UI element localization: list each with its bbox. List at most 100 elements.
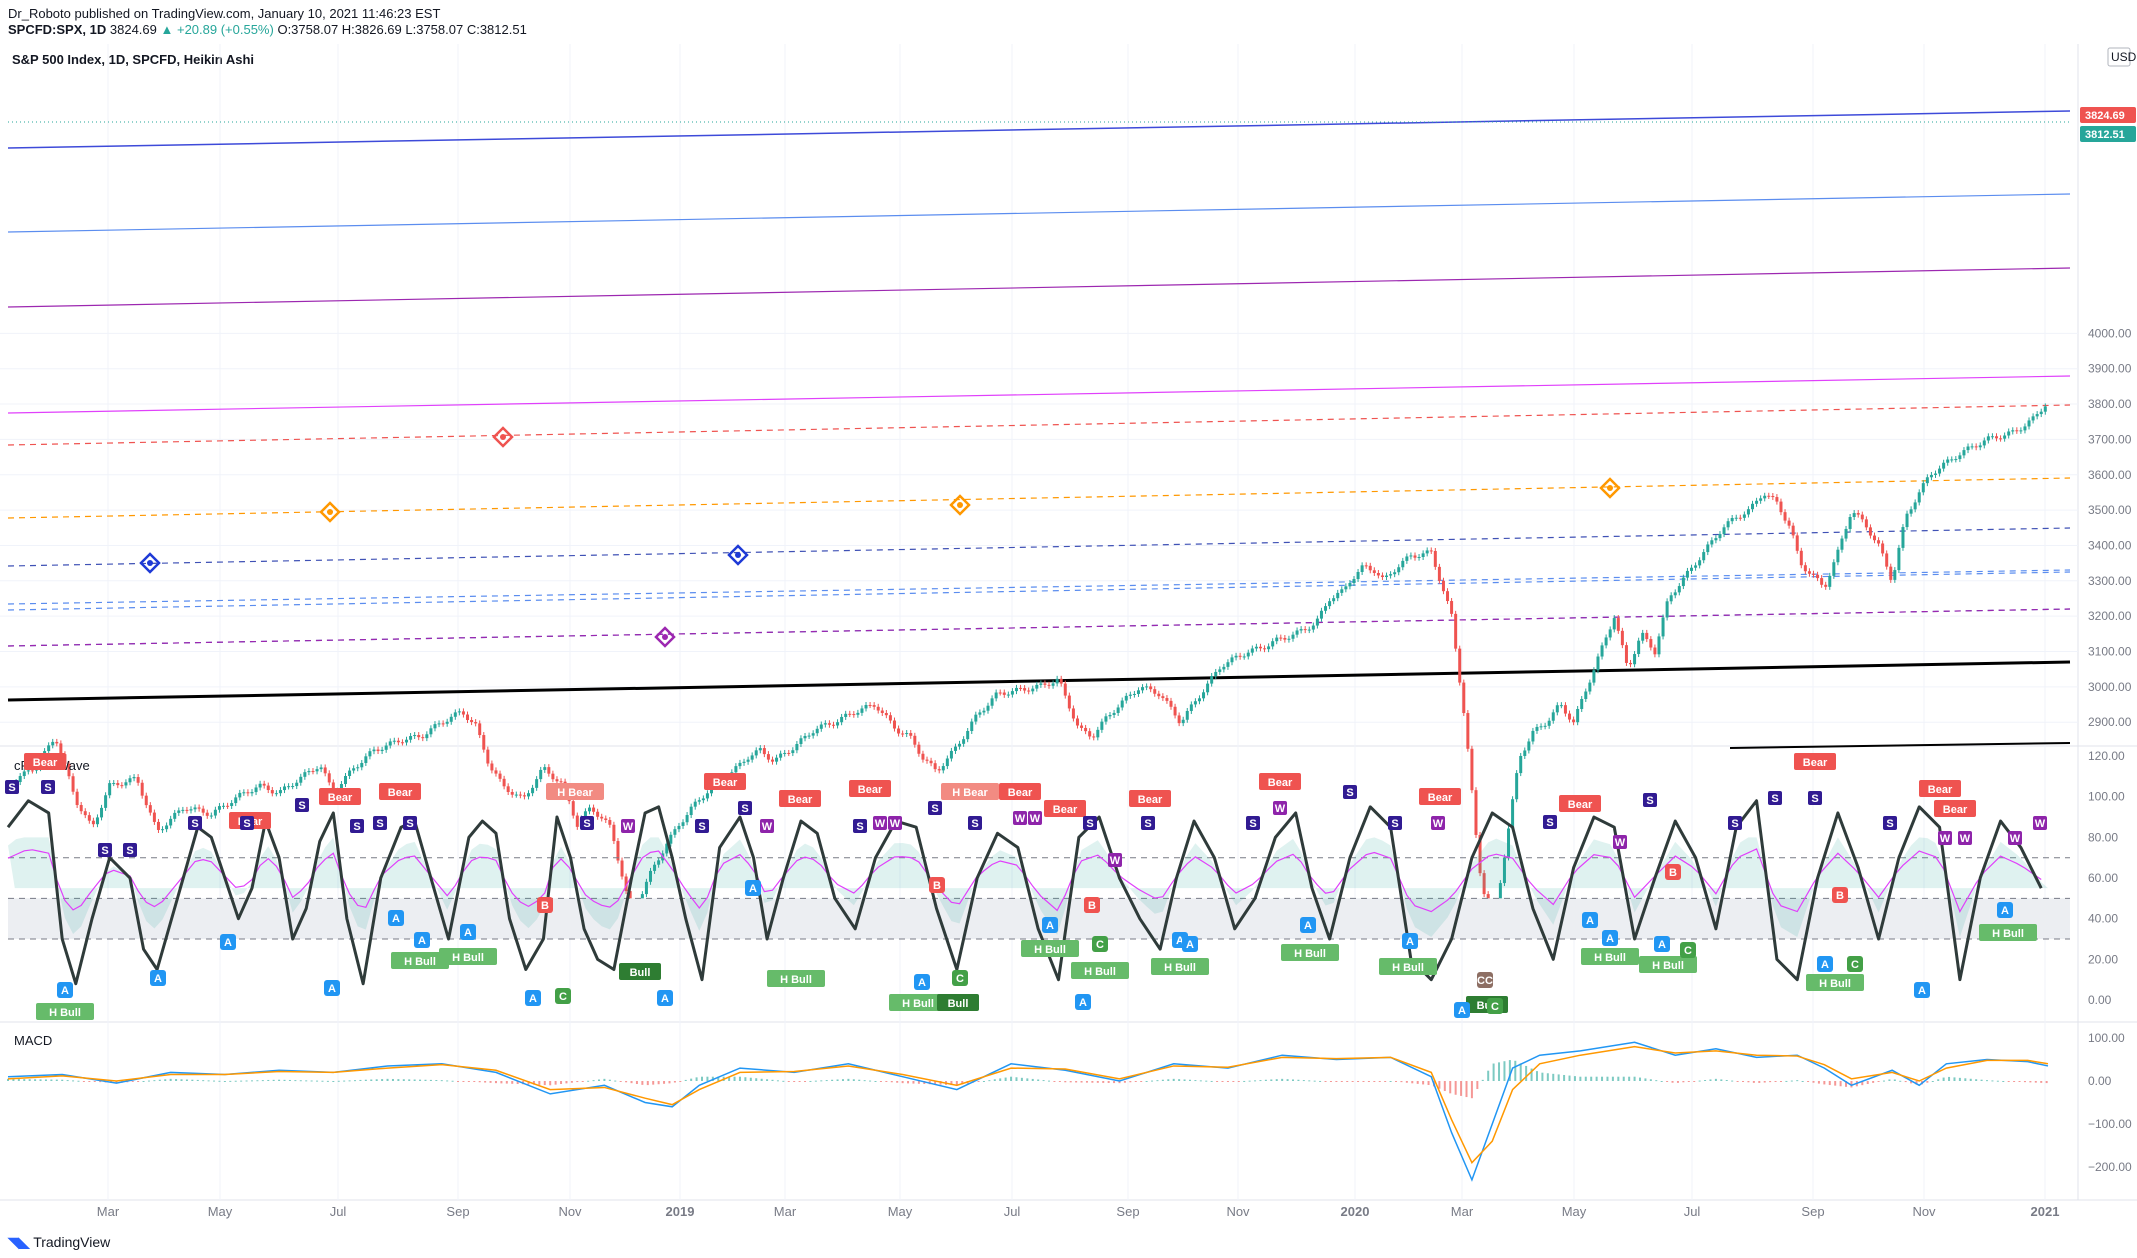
price-candle <box>1124 695 1128 701</box>
price-candle <box>1014 687 1018 692</box>
macd-histogram-bar <box>256 1080 259 1082</box>
macd-histogram-bar <box>1178 1079 1181 1081</box>
macd-histogram-bar <box>1823 1081 1826 1085</box>
price-candle <box>620 860 624 877</box>
macd-histogram-bar <box>1411 1081 1414 1084</box>
macd-histogram-bar <box>652 1081 655 1085</box>
price-candle <box>47 745 51 752</box>
macd-histogram-bar <box>603 1078 606 1081</box>
macd-histogram-bar <box>1866 1081 1869 1085</box>
price-candle <box>775 757 779 762</box>
tradingview-logo[interactable]: ◥◣ TradingView <box>8 1234 110 1251</box>
macd-histogram-bar <box>375 1079 378 1081</box>
price-candle <box>213 809 217 816</box>
crsi-sw-marker-box <box>295 798 309 812</box>
macd-histogram-bar <box>250 1080 253 1082</box>
macd-histogram-bar <box>804 1081 807 1082</box>
price-candle <box>588 807 592 812</box>
crsi-sw-marker-text: W <box>1110 855 1121 867</box>
macd-histogram-bar <box>1481 1079 1484 1081</box>
macd-histogram-bar <box>446 1080 449 1082</box>
pivot-diamond <box>139 552 161 574</box>
price-candle <box>929 760 933 764</box>
price-candle <box>1348 583 1352 587</box>
time-tick-label: Nov <box>558 1204 582 1219</box>
crsi-wave-marker-text: C <box>1684 945 1692 957</box>
price-candle <box>1437 566 1441 581</box>
macd-histogram-bar <box>381 1079 384 1081</box>
macd-histogram-bar <box>1188 1079 1191 1081</box>
price-candle <box>1039 683 1043 685</box>
crsi-label-text: Bear <box>1428 792 1453 804</box>
price-candle <box>1035 684 1039 689</box>
macd-histogram-bar <box>1769 1081 1772 1083</box>
price-candle <box>18 776 22 783</box>
macd-histogram-bar <box>82 1081 85 1082</box>
macd-histogram-bar <box>863 1080 866 1082</box>
price-candle <box>486 749 490 764</box>
price-candle <box>677 825 681 830</box>
price-candle <box>1938 468 1942 474</box>
price-candle <box>1877 540 1881 544</box>
macd-histogram-bar <box>207 1080 210 1082</box>
pivot-diamond <box>492 426 514 448</box>
crsi-label-text: Bear <box>1943 804 1968 816</box>
macd-histogram-bar <box>1460 1081 1463 1096</box>
price-candle <box>986 705 990 711</box>
pivot-diamond <box>727 544 749 566</box>
price-candle <box>1612 618 1616 630</box>
crsi-sw-marker-box <box>5 780 19 794</box>
crsi-tick-label: 20.00 <box>2088 952 2118 966</box>
price-candle <box>644 881 648 895</box>
price-candle <box>669 834 673 844</box>
macd-histogram-bar <box>397 1079 400 1081</box>
crsi-sw-marker-text: W <box>875 818 886 830</box>
trend-line <box>7 375 2071 414</box>
macd-histogram-bar <box>1194 1080 1197 1082</box>
pivot-dot <box>662 634 668 640</box>
macd-histogram-bar <box>934 1081 937 1085</box>
price-candle <box>970 721 974 731</box>
price-candle <box>1897 547 1901 571</box>
price-candle <box>405 739 409 743</box>
macd-histogram-bar <box>1205 1080 1208 1082</box>
macd-histogram-bar <box>831 1079 834 1081</box>
macd-histogram-bar <box>180 1079 183 1081</box>
macd-histogram-bar <box>1286 1079 1289 1081</box>
crsi-sw-marker-text: W <box>762 821 773 833</box>
macd-histogram-bar <box>321 1080 324 1082</box>
macd-histogram-bar <box>1850 1081 1853 1088</box>
crsi-sw-marker-text: S <box>8 782 15 794</box>
crsi-sw-marker-box <box>2008 831 2022 845</box>
price-candle <box>1519 755 1523 774</box>
pivot-marker <box>727 544 749 566</box>
crsi-label-box <box>1419 788 1461 805</box>
price-candle <box>1096 729 1100 738</box>
macd-histogram-bar <box>1779 1081 1782 1082</box>
macd-histogram-bar <box>1953 1077 1956 1081</box>
price-candle <box>1844 528 1848 539</box>
time-tick-label: Sep <box>446 1204 469 1219</box>
crsi-label-text: Bear <box>1008 787 1033 799</box>
crsi-wave-marker-box <box>414 932 430 948</box>
crsi-sw-marker: S <box>1141 816 1155 830</box>
price-candle <box>193 807 197 810</box>
macd-histogram-bar <box>1682 1081 1685 1083</box>
price-candle <box>600 816 604 819</box>
price-candle <box>1397 567 1401 573</box>
crsi-sw-marker: S <box>695 819 709 833</box>
price-candle <box>140 782 144 796</box>
price-candle <box>384 745 388 750</box>
price-candle <box>1165 698 1169 701</box>
crsi-wave-marker-box <box>1402 933 1418 949</box>
price-candle <box>380 749 384 752</box>
macd-histogram-bar <box>1254 1080 1257 1082</box>
macd-histogram-bar <box>1942 1077 1945 1081</box>
crsi-wave-marker-text: A <box>1918 985 1926 997</box>
price-candle <box>1287 638 1291 640</box>
crsi-signal-label: Bear <box>849 780 891 797</box>
crsi-signal-label: Bear <box>1259 773 1301 790</box>
ohlc-values: O:3758.07 H:3826.69 L:3758.07 C:3812.51 <box>277 22 527 37</box>
crsi-wave-marker: A <box>1582 912 1598 928</box>
